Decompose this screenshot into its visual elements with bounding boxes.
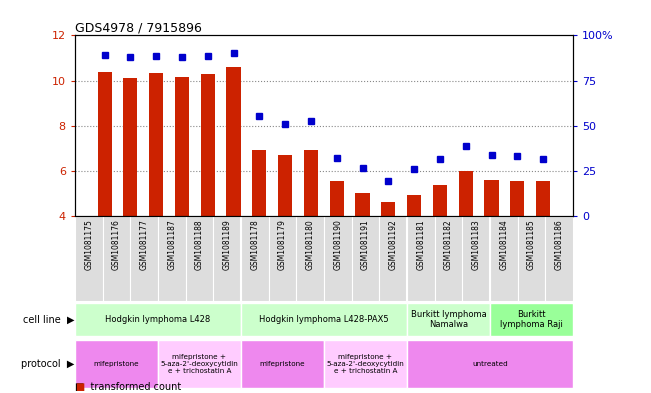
Bar <box>241 340 324 387</box>
Bar <box>130 217 158 301</box>
Text: GSM1081191: GSM1081191 <box>361 219 370 270</box>
Bar <box>75 217 103 301</box>
Text: GDS4978 / 7915896: GDS4978 / 7915896 <box>75 21 202 34</box>
Text: protocol  ▶: protocol ▶ <box>21 358 75 369</box>
Text: GSM1081177: GSM1081177 <box>139 219 148 270</box>
Text: GSM1081189: GSM1081189 <box>223 219 232 270</box>
Bar <box>484 180 499 217</box>
Bar <box>241 217 269 301</box>
Text: ■  transformed count: ■ transformed count <box>75 382 181 392</box>
Bar <box>304 150 318 217</box>
Bar <box>296 217 324 301</box>
Text: mifepristone: mifepristone <box>260 361 305 367</box>
Bar <box>490 303 573 336</box>
Bar <box>462 217 490 301</box>
Bar <box>213 217 241 301</box>
Bar <box>355 193 370 217</box>
Text: cell line  ▶: cell line ▶ <box>23 315 75 325</box>
Bar <box>227 67 241 217</box>
Text: GSM1081178: GSM1081178 <box>250 219 259 270</box>
Text: GSM1081187: GSM1081187 <box>167 219 176 270</box>
Text: mifepristone +
5-aza-2'-deoxycytidin
e + trichostatin A: mifepristone + 5-aza-2'-deoxycytidin e +… <box>161 354 238 374</box>
Bar <box>268 217 296 301</box>
Bar <box>407 303 490 336</box>
Text: GSM1081181: GSM1081181 <box>416 219 425 270</box>
Bar <box>329 182 344 217</box>
Text: GSM1081185: GSM1081185 <box>527 219 536 270</box>
Text: Hodgkin lymphoma L428-PAX5: Hodgkin lymphoma L428-PAX5 <box>259 315 389 324</box>
Text: mifepristone +
5-aza-2'-deoxycytidin
e + trichostatin A: mifepristone + 5-aza-2'-deoxycytidin e +… <box>327 354 404 374</box>
Bar <box>407 340 573 387</box>
Bar <box>103 217 130 301</box>
Text: GSM1081186: GSM1081186 <box>555 219 564 270</box>
Text: GSM1081179: GSM1081179 <box>278 219 287 270</box>
Bar <box>510 182 525 217</box>
Text: GSM1081184: GSM1081184 <box>499 219 508 270</box>
Text: GSM1081188: GSM1081188 <box>195 219 204 270</box>
Bar <box>149 73 163 217</box>
Bar <box>324 217 352 301</box>
Bar <box>186 217 213 301</box>
Bar <box>379 217 407 301</box>
Text: GSM1081190: GSM1081190 <box>333 219 342 270</box>
Text: Burkitt lymphoma
Namalwa: Burkitt lymphoma Namalwa <box>411 310 486 329</box>
Bar <box>459 171 473 217</box>
Bar <box>407 217 435 301</box>
Text: mifepristone: mifepristone <box>94 361 139 367</box>
Bar <box>407 195 421 217</box>
Text: GSM1081176: GSM1081176 <box>112 219 121 270</box>
Text: GSM1081192: GSM1081192 <box>389 219 398 270</box>
Bar <box>75 340 158 387</box>
Bar <box>536 182 550 217</box>
Bar <box>253 150 266 217</box>
Bar <box>278 155 292 217</box>
Bar <box>435 217 462 301</box>
Text: GSM1081175: GSM1081175 <box>84 219 93 270</box>
Bar <box>324 340 407 387</box>
Bar <box>201 74 215 217</box>
Text: GSM1081183: GSM1081183 <box>471 219 480 270</box>
Bar <box>433 185 447 217</box>
Bar <box>241 303 407 336</box>
Bar <box>98 72 112 217</box>
Bar <box>158 217 186 301</box>
Text: untreated: untreated <box>472 361 508 367</box>
Bar <box>175 77 189 217</box>
Bar <box>518 217 545 301</box>
Text: ■: ■ <box>75 382 84 392</box>
Text: Hodgkin lymphoma L428: Hodgkin lymphoma L428 <box>105 315 210 324</box>
Text: Burkitt
lymphoma Raji: Burkitt lymphoma Raji <box>500 310 563 329</box>
Bar <box>545 217 573 301</box>
Bar <box>158 340 241 387</box>
Bar <box>381 202 395 217</box>
Text: GSM1081180: GSM1081180 <box>305 219 314 270</box>
Bar <box>490 217 518 301</box>
Bar <box>123 78 137 217</box>
Text: GSM1081182: GSM1081182 <box>444 219 453 270</box>
Bar <box>75 303 241 336</box>
Bar <box>352 217 379 301</box>
